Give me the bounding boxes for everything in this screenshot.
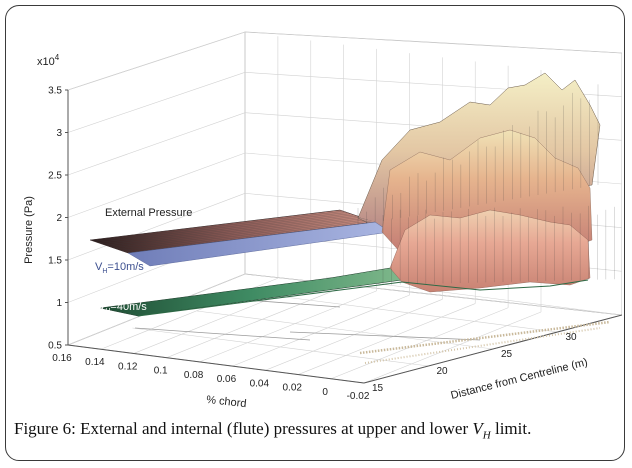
mesh-line-flat (124, 220, 372, 252)
x-tick-label: 0.06 (217, 374, 237, 385)
mesh-line-flat (101, 213, 351, 245)
vh40-front-edge (137, 279, 589, 317)
y-tick-label: 15 (372, 383, 384, 394)
figure-frame (5, 5, 625, 461)
x-axis-label: % chord (206, 394, 247, 410)
mesh-line-flat (93, 210, 344, 242)
y-axis-line (363, 314, 622, 384)
z-scale-label: x104 (37, 53, 60, 68)
mesh-line-flat (105, 214, 355, 246)
z-gridline-back (67, 193, 246, 261)
vh40-rise-sheet (389, 209, 591, 293)
mesh-line-flat (97, 212, 348, 243)
y-tick-label: 25 (501, 349, 513, 360)
x-gridline-floor (166, 286, 344, 358)
x-gridline-floor (232, 294, 410, 367)
x-gridline-floor (199, 290, 377, 363)
x-tick-label: 0.16 (52, 353, 72, 364)
z-tick-label: 1 (56, 298, 62, 309)
z-tick-labels: 0.5 1 1.5 2 2.5 3 3.5 (48, 86, 68, 352)
x-gridline-floor (363, 311, 542, 384)
caption-text: Figure 6: External and internal (flute) … (14, 419, 473, 438)
x-tick-label: 0 (322, 387, 328, 398)
annotation-vh-40: VH=40m/s (98, 301, 147, 315)
floor-trace-2 (134, 327, 311, 341)
z-gridline-back (67, 72, 246, 133)
z-tick-label: 0.5 (48, 341, 62, 352)
z-tick-label: 1.5 (48, 256, 62, 267)
annotation-external-pressure: External Pressure (105, 207, 192, 219)
caption-suffix: limit. (490, 419, 532, 438)
z-tick-label: 3 (56, 128, 62, 139)
mesh-line-flat (112, 216, 362, 249)
floor (66, 273, 622, 384)
z-tick-label: 3.5 (48, 86, 62, 97)
surface-mesh (89, 84, 615, 285)
caption-subscript: H (482, 429, 491, 442)
x-tick-label: 0.12 (118, 361, 138, 372)
figure-caption: Figure 6: External and internal (flute) … (14, 418, 614, 446)
x-tick-label: 0.04 (250, 378, 270, 389)
floor-traces (134, 297, 611, 364)
floor-trace-5 (364, 327, 601, 364)
surface-vh-40 (99, 209, 591, 317)
x-axis-line (67, 344, 365, 384)
y-gridline-floor (132, 327, 429, 367)
z-tick-label: 2 (56, 213, 62, 224)
z-gridline-back (67, 31, 246, 91)
z-axis-label: Pressure (Pa) (23, 196, 35, 264)
y-tick-labels: 1520253035 (372, 332, 578, 394)
annotation-vh-10: VH=10m/s (95, 261, 144, 275)
mesh-line-flat (120, 219, 369, 251)
y-axis-label: Distance from Centreline (m) (450, 356, 589, 402)
surface-plot: 0.511.522.533.5 0.16 0.14 0.12 0.1 0.08 0.06 0… (23, 31, 622, 410)
floor-trace-3 (289, 331, 481, 341)
y-tick-label: 20 (437, 366, 449, 377)
x-tick-label: 0.14 (85, 357, 105, 368)
z-gridline-right (244, 31, 622, 54)
mesh-line-flat (116, 218, 365, 250)
mesh-line-flat (108, 215, 358, 247)
z-gridline-back (67, 112, 246, 176)
x-tick-label: 0.1 (154, 366, 168, 377)
mesh-line-flat (89, 209, 341, 241)
z-gridline-back (67, 152, 246, 218)
y-gridline-floor (196, 310, 494, 350)
y-tick-label: 30 (566, 332, 578, 343)
mesh-line-flat (127, 221, 376, 254)
x-tick-label: 0.08 (184, 370, 204, 381)
y-gridline-floor (261, 293, 558, 333)
caption-variable: V (472, 419, 483, 438)
x-tick-label: -0.02 (347, 391, 370, 402)
x-gridline-floor (298, 303, 476, 375)
x-gridline-floor (330, 307, 509, 380)
z-tick-label: 2.5 (48, 171, 62, 182)
x-tick-labels: 0.16 0.14 0.12 0.1 0.08 0.06 0.04 0.02 0 -0.02 (52, 353, 370, 402)
x-tick-label: 0.02 (282, 383, 302, 394)
